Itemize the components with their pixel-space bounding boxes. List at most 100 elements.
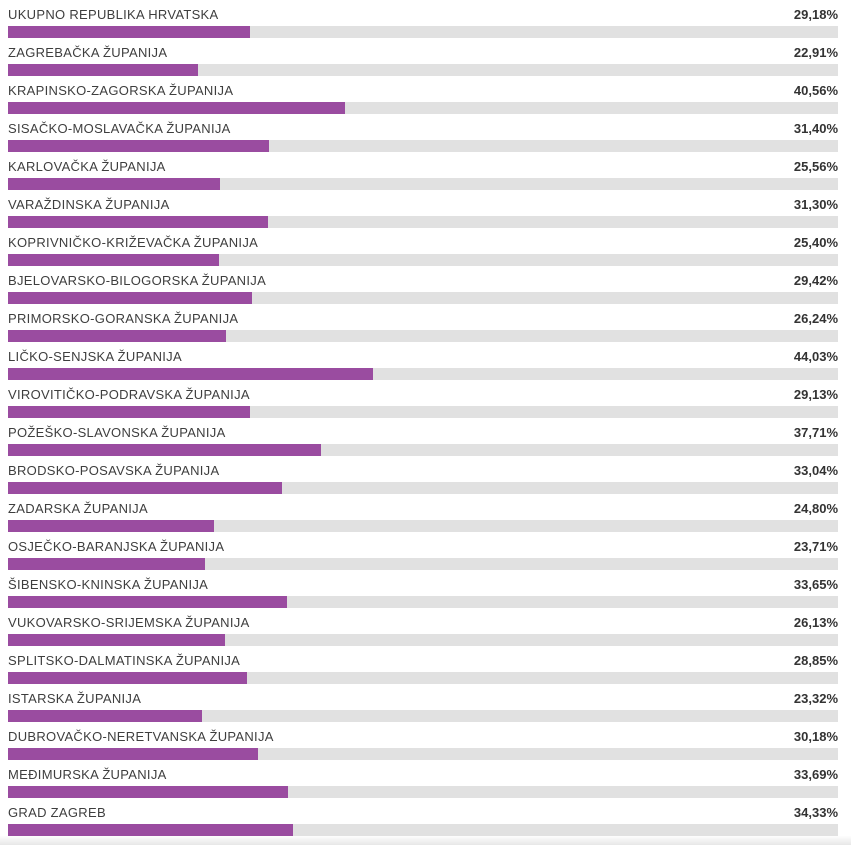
bar-track xyxy=(8,254,838,266)
bar-track xyxy=(8,824,838,836)
value-label: 28,85% xyxy=(793,653,838,668)
bar-track xyxy=(8,786,838,798)
chart-row: ZAGREBAČKA ŽUPANIJA 22,91% xyxy=(8,38,838,76)
row-label-line: UKUPNO REPUBLIKA HRVATSKA 29,18% xyxy=(8,7,838,22)
category-label: ZAGREBAČKA ŽUPANIJA xyxy=(8,45,168,60)
row-label-line: BRODSKO-POSAVSKA ŽUPANIJA 33,04% xyxy=(8,463,838,478)
bar-fill xyxy=(8,140,269,152)
bar-fill xyxy=(8,596,288,608)
chart-row: KARLOVAČKA ŽUPANIJA 25,56% xyxy=(8,152,838,190)
row-label-line: LIČKO-SENJSKA ŽUPANIJA 44,03% xyxy=(8,349,838,364)
bar-fill xyxy=(8,368,374,380)
chart-row: ŠIBENSKO-KNINSKA ŽUPANIJA 33,65% xyxy=(8,570,838,608)
row-label-line: ISTARSKA ŽUPANIJA 23,32% xyxy=(8,691,838,706)
bar-fill xyxy=(8,64,199,76)
category-label: BJELOVARSKO-BILOGORSKA ŽUPANIJA xyxy=(8,273,267,288)
chart-row: BRODSKO-POSAVSKA ŽUPANIJA 33,04% xyxy=(8,456,838,494)
bar-track xyxy=(8,558,838,570)
value-label: 26,24% xyxy=(793,311,838,326)
chart-row: LIČKO-SENJSKA ŽUPANIJA 44,03% xyxy=(8,342,838,380)
bar-fill xyxy=(8,672,248,684)
category-label: BRODSKO-POSAVSKA ŽUPANIJA xyxy=(8,463,220,478)
value-label: 22,91% xyxy=(793,45,838,60)
bar-fill xyxy=(8,330,226,342)
chart-row: UKUPNO REPUBLIKA HRVATSKA 29,18% xyxy=(8,0,838,38)
bar-track xyxy=(8,748,838,760)
value-label: 30,18% xyxy=(793,729,838,744)
category-label: ISTARSKA ŽUPANIJA xyxy=(8,691,142,706)
row-label-line: MEĐIMURSKA ŽUPANIJA 33,69% xyxy=(8,767,838,782)
category-label: ZADARSKA ŽUPANIJA xyxy=(8,501,148,516)
value-label: 33,04% xyxy=(793,463,838,478)
chart-row: BJELOVARSKO-BILOGORSKA ŽUPANIJA 29,42% xyxy=(8,266,838,304)
category-label: KRAPINSKO-ZAGORSKA ŽUPANIJA xyxy=(8,83,234,98)
chart-row: MEĐIMURSKA ŽUPANIJA 33,69% xyxy=(8,760,838,798)
bar-track xyxy=(8,672,838,684)
bar-fill xyxy=(8,786,288,798)
category-label: KARLOVAČKA ŽUPANIJA xyxy=(8,159,166,174)
value-label: 37,71% xyxy=(793,425,838,440)
row-label-line: VIROVITIČKO-PODRAVSKA ŽUPANIJA 29,13% xyxy=(8,387,838,402)
chart-row: DUBROVAČKO-NERETVANSKA ŽUPANIJA 30,18% xyxy=(8,722,838,760)
bar-track xyxy=(8,26,838,38)
category-label: POŽEŠKO-SLAVONSKA ŽUPANIJA xyxy=(8,425,226,440)
bar-track xyxy=(8,102,838,114)
row-label-line: OSJEČKO-BARANJSKA ŽUPANIJA 23,71% xyxy=(8,539,838,554)
category-label: GRAD ZAGREB xyxy=(8,805,106,820)
value-label: 24,80% xyxy=(793,501,838,516)
category-label: SPLITSKO-DALMATINSKA ŽUPANIJA xyxy=(8,653,241,668)
bar-fill xyxy=(8,482,283,494)
value-label: 29,13% xyxy=(793,387,838,402)
bar-fill xyxy=(8,178,221,190)
bar-track xyxy=(8,330,838,342)
bar-track xyxy=(8,596,838,608)
row-label-line: POŽEŠKO-SLAVONSKA ŽUPANIJA 37,71% xyxy=(8,425,838,440)
chart-row: SISAČKO-MOSLAVAČKA ŽUPANIJA 31,40% xyxy=(8,114,838,152)
value-label: 25,40% xyxy=(793,235,838,250)
bar-fill xyxy=(8,102,345,114)
row-label-line: GRAD ZAGREB 34,33% xyxy=(8,805,838,820)
bar-fill xyxy=(8,520,214,532)
value-label: 29,42% xyxy=(793,273,838,288)
bar-track xyxy=(8,178,838,190)
category-label: MEĐIMURSKA ŽUPANIJA xyxy=(8,767,167,782)
category-label: OSJEČKO-BARANJSKA ŽUPANIJA xyxy=(8,539,225,554)
value-label: 40,56% xyxy=(793,83,838,98)
row-label-line: ŠIBENSKO-KNINSKA ŽUPANIJA 33,65% xyxy=(8,577,838,592)
bar-fill xyxy=(8,26,251,38)
row-label-line: VUKOVARSKO-SRIJEMSKA ŽUPANIJA 26,13% xyxy=(8,615,838,630)
chart-row: KRAPINSKO-ZAGORSKA ŽUPANIJA 40,56% xyxy=(8,76,838,114)
row-label-line: KOPRIVNIČKO-KRIŽEVAČKA ŽUPANIJA 25,40% xyxy=(8,235,838,250)
chart-row: ISTARSKA ŽUPANIJA 23,32% xyxy=(8,684,838,722)
value-label: 25,56% xyxy=(793,159,838,174)
category-label: VIROVITIČKO-PODRAVSKA ŽUPANIJA xyxy=(8,387,250,402)
value-label: 23,71% xyxy=(793,539,838,554)
bar-fill xyxy=(8,216,268,228)
bar-fill xyxy=(8,710,202,722)
value-label: 31,40% xyxy=(793,121,838,136)
bar-fill xyxy=(8,634,225,646)
value-label: 31,30% xyxy=(793,197,838,212)
bar-fill xyxy=(8,254,219,266)
value-label: 23,32% xyxy=(793,691,838,706)
bar-track xyxy=(8,64,838,76)
value-label: 33,65% xyxy=(793,577,838,592)
bar-track xyxy=(8,216,838,228)
row-label-line: KARLOVAČKA ŽUPANIJA 25,56% xyxy=(8,159,838,174)
chart-row: ZADARSKA ŽUPANIJA 24,80% xyxy=(8,494,838,532)
bar-fill xyxy=(8,406,250,418)
chart-row: VARAŽDINSKA ŽUPANIJA 31,30% xyxy=(8,190,838,228)
bar-track xyxy=(8,140,838,152)
category-label: UKUPNO REPUBLIKA HRVATSKA xyxy=(8,7,219,22)
row-label-line: KRAPINSKO-ZAGORSKA ŽUPANIJA 40,56% xyxy=(8,83,838,98)
bottom-fade-divider xyxy=(0,836,851,845)
row-label-line: BJELOVARSKO-BILOGORSKA ŽUPANIJA 29,42% xyxy=(8,273,838,288)
row-label-line: ZADARSKA ŽUPANIJA 24,80% xyxy=(8,501,838,516)
bar-track xyxy=(8,482,838,494)
value-label: 33,69% xyxy=(793,767,838,782)
value-label: 26,13% xyxy=(793,615,838,630)
bar-fill xyxy=(8,292,253,304)
category-label: PRIMORSKO-GORANSKA ŽUPANIJA xyxy=(8,311,239,326)
bar-track xyxy=(8,710,838,722)
